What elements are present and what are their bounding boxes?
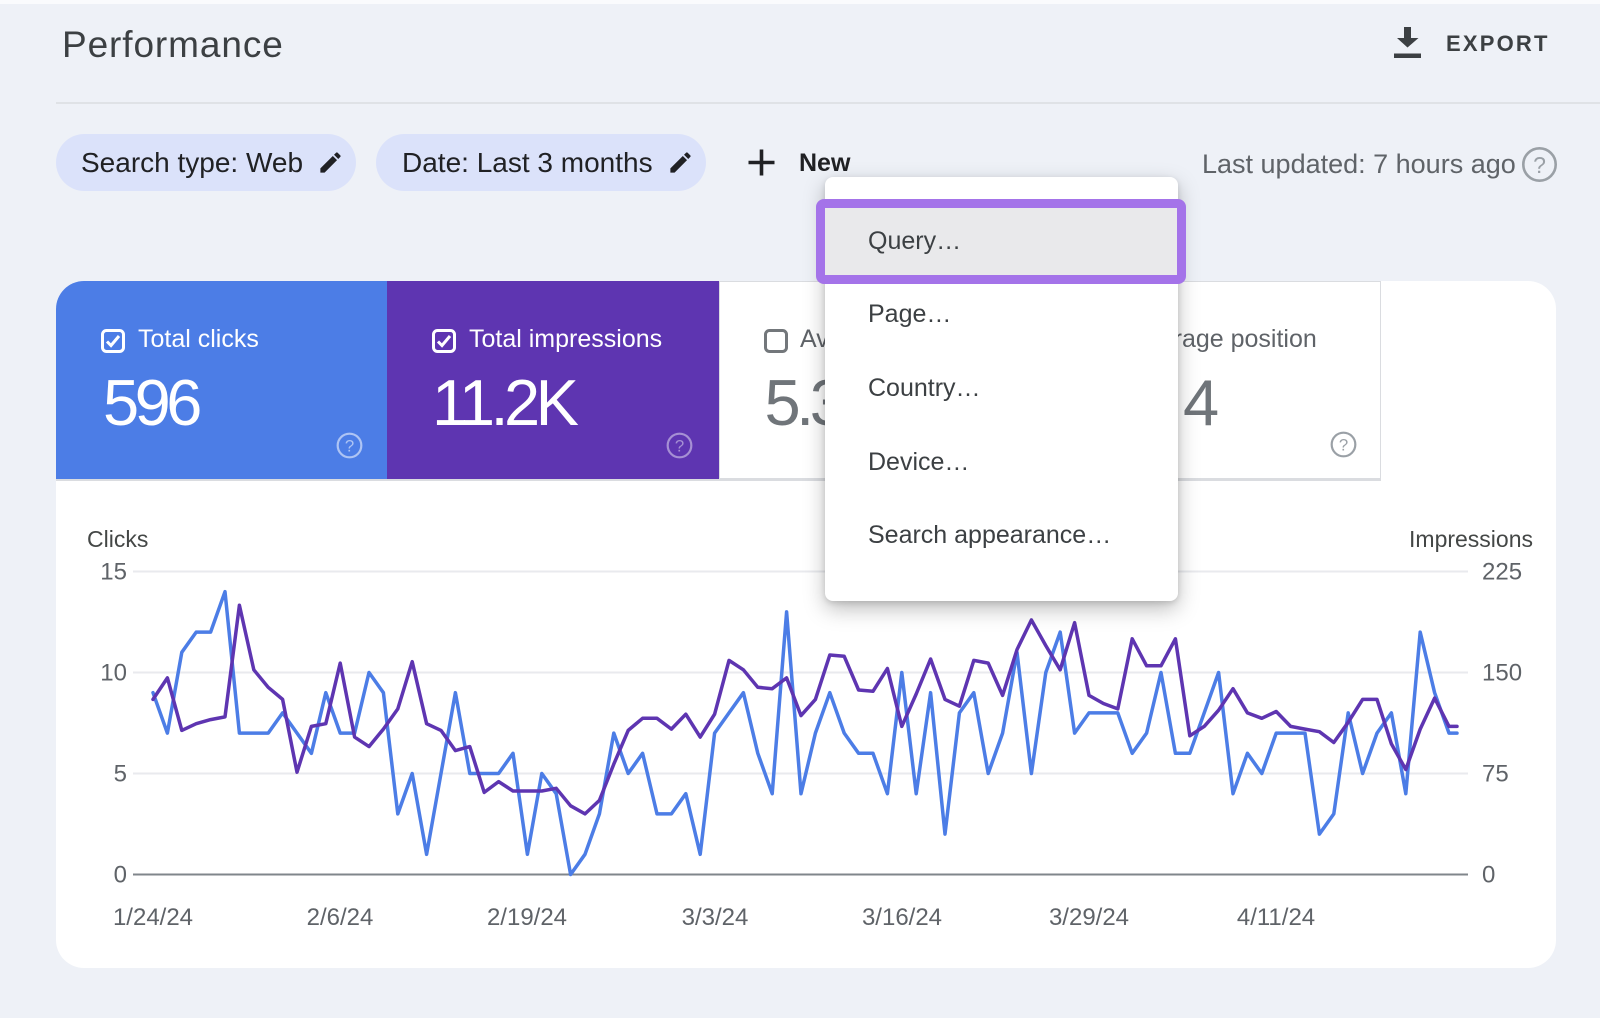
svg-text:10: 10 (100, 660, 127, 687)
svg-text:2/19/24: 2/19/24 (487, 904, 567, 931)
svg-text:225: 225 (1482, 559, 1522, 586)
svg-text:2/6/24: 2/6/24 (307, 904, 374, 931)
svg-text:5: 5 (114, 761, 127, 788)
svg-text:15: 15 (100, 559, 127, 586)
svg-text:3/29/24: 3/29/24 (1049, 904, 1129, 931)
svg-text:?: ? (1533, 152, 1546, 178)
svg-text:3/16/24: 3/16/24 (862, 904, 942, 931)
svg-text:Impressions: Impressions (1409, 526, 1533, 552)
svg-text:4/11/24: 4/11/24 (1237, 904, 1315, 931)
svg-text:?: ? (1339, 436, 1348, 455)
svg-text:3/3/24: 3/3/24 (682, 904, 749, 931)
svg-text:1/24/24: 1/24/24 (113, 904, 193, 931)
svg-text:75: 75 (1482, 761, 1509, 788)
svg-text:?: ? (675, 437, 684, 456)
svg-text:150: 150 (1482, 660, 1522, 687)
svg-text:Clicks: Clicks (87, 526, 148, 552)
svg-text:0: 0 (1482, 862, 1495, 889)
svg-text:0: 0 (114, 862, 127, 889)
svg-text:?: ? (345, 437, 354, 456)
